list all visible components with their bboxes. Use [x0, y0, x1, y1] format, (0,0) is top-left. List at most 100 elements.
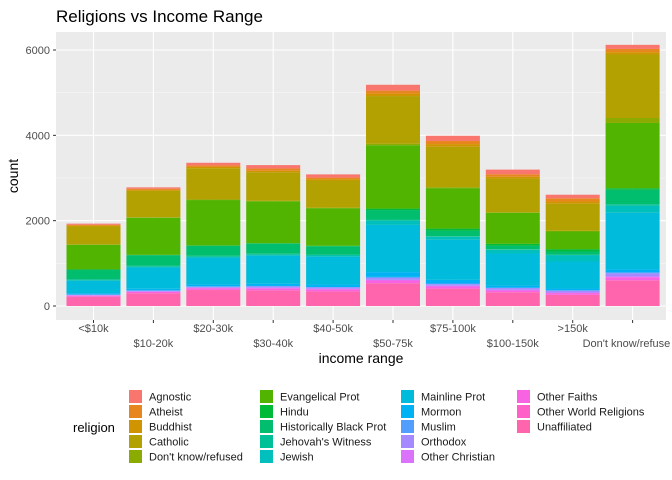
x-tick-label: $30-40k: [253, 338, 293, 350]
bar-segment: [306, 254, 361, 256]
bar-segment: [485, 285, 540, 288]
bar-segment: [366, 277, 420, 280]
bar-stack: [306, 174, 361, 306]
bar-segment: [485, 212, 540, 213]
bar-segment: [605, 188, 660, 190]
bar-segment: [366, 93, 420, 97]
legend-swatch: [401, 405, 414, 418]
bar-segment: [425, 228, 480, 231]
y-axis: 0 2000 4000 6000: [26, 45, 56, 313]
bar-segment: [186, 257, 241, 285]
bar-segment: [126, 293, 181, 306]
bar-segment: [186, 255, 241, 257]
x-tick-label: $75-100k: [430, 323, 476, 335]
bar-segment: [605, 204, 660, 206]
bar-segment: [485, 249, 540, 254]
bar-segment: [545, 293, 600, 295]
bar-segment: [66, 293, 121, 295]
bar-segment: [485, 288, 540, 290]
legend-label: Hindu: [280, 407, 309, 419]
legend-swatch: [129, 390, 142, 403]
bar-segment: [66, 224, 121, 226]
bar-segment: [366, 279, 420, 281]
bar-segment: [366, 272, 420, 277]
bar-segment: [186, 256, 241, 258]
bar-segment: [485, 245, 540, 250]
bar-segment: [605, 52, 660, 55]
x-axis-title: income range: [319, 350, 404, 366]
bar-segment: [605, 272, 660, 274]
bar-segment: [306, 287, 361, 289]
bar-segment: [126, 217, 181, 218]
bar-segment: [186, 284, 241, 287]
bar-segment: [246, 290, 301, 306]
x-tick-label: Don't know/refuse: [583, 338, 671, 350]
bar-segment: [186, 245, 241, 256]
legend-swatch: [401, 420, 414, 433]
bar-segment: [66, 280, 121, 281]
y-tick-label: 6000: [26, 45, 50, 57]
bar-segment: [485, 169, 540, 175]
bar-segment: [366, 283, 420, 306]
bar-segment: [66, 225, 121, 227]
bar-segment: [126, 190, 181, 218]
bar-segment: [306, 179, 361, 181]
legend-swatch: [260, 390, 273, 403]
bar-segment: [246, 286, 301, 288]
bar-segment: [545, 230, 600, 232]
bar-segment: [306, 256, 361, 285]
legend-label: Unaffiliated: [537, 422, 592, 434]
legend-swatch: [260, 450, 273, 463]
bars-group: [66, 44, 660, 306]
bar-segment: [366, 280, 420, 284]
bar-segment: [126, 217, 181, 255]
bar-segment: [605, 48, 660, 53]
bar-segment: [366, 208, 420, 211]
x-tick-label: $10-20k: [134, 338, 174, 350]
legend-label: Muslim: [421, 422, 456, 434]
bar-segment: [545, 292, 600, 294]
legend-label: Jewish: [280, 452, 314, 464]
chart-title: Religions vs Income Range: [56, 7, 263, 26]
bar-segment: [605, 280, 660, 306]
bar-segment: [306, 255, 361, 257]
bar-segment: [545, 249, 600, 252]
bar-segment: [485, 290, 540, 293]
bar-segment: [425, 283, 480, 285]
bar-segment: [485, 243, 540, 246]
bar-segment: [246, 288, 301, 291]
bar-segment: [246, 253, 301, 255]
legend-label: Other Christian: [421, 452, 495, 464]
bar-stack: [66, 223, 121, 306]
bar-segment: [425, 140, 480, 145]
legend-swatch: [401, 390, 414, 403]
bar-segment: [605, 54, 660, 119]
bar-segment: [246, 287, 301, 289]
bar-segment: [425, 236, 480, 240]
legend-swatch: [129, 405, 142, 418]
bar-segment: [186, 162, 241, 166]
bar-segment: [306, 246, 361, 255]
legend-swatch: [517, 405, 530, 418]
legend-label: Orthodox: [421, 437, 467, 449]
bar-segment: [545, 261, 600, 289]
bar-segment: [126, 255, 181, 266]
x-tick-label: $40-50k: [313, 323, 353, 335]
bar-segment: [425, 286, 480, 289]
legend-title: religion: [73, 420, 115, 435]
bar-segment: [366, 219, 420, 221]
bar-segment: [366, 96, 420, 144]
bar-segment: [246, 255, 301, 284]
bar-segment: [545, 251, 600, 255]
bar-segment: [605, 118, 660, 123]
bar-segment: [186, 168, 241, 200]
bar-segment: [186, 200, 241, 246]
bar-stack: [485, 169, 540, 306]
legend-label: Jehovah's Witness: [280, 437, 372, 449]
legend-swatch: [129, 435, 142, 448]
bar-segment: [605, 44, 660, 49]
bar-segment: [545, 294, 600, 306]
bar-segment: [306, 284, 361, 287]
legend-swatch: [401, 435, 414, 448]
